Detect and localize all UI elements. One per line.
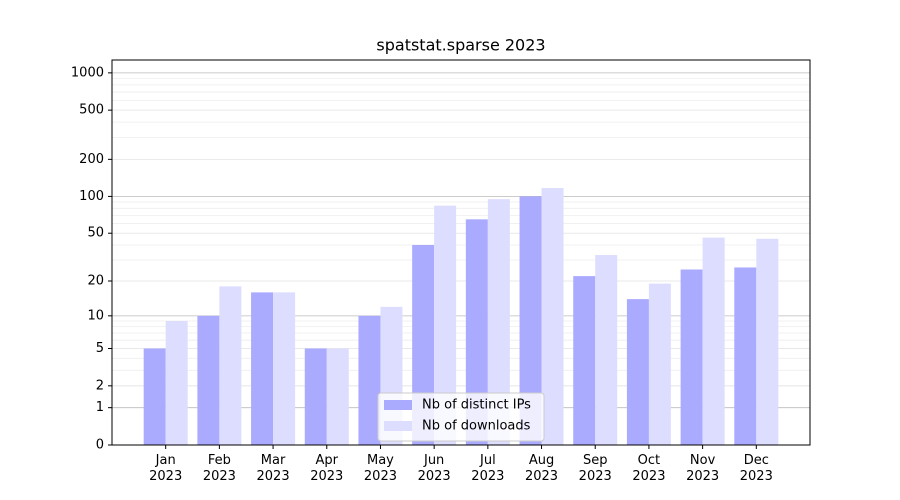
- x-tick-label: Aug 2023: [524, 453, 559, 484]
- bar: [358, 315, 381, 445]
- legend-swatch: [384, 421, 412, 431]
- bar: [519, 196, 542, 445]
- y-tick-label: 500: [79, 103, 104, 118]
- bar: [143, 348, 166, 445]
- bar: [680, 269, 703, 445]
- bar: [648, 283, 671, 445]
- bar: [626, 299, 649, 445]
- x-tick-label: Mar 2023: [256, 453, 290, 484]
- legend-swatch: [384, 400, 412, 410]
- x-tick-label: Jan 2023: [149, 453, 183, 484]
- x-tick-label: Sep 2023: [578, 453, 612, 484]
- x-tick-label: Jul 2023: [471, 453, 505, 484]
- legend: Nb of distinct IPs Nb of downloads: [377, 392, 545, 442]
- bar: [465, 219, 488, 445]
- bar: [573, 276, 596, 445]
- x-tick-label: Apr 2023: [310, 453, 344, 484]
- bar: [434, 205, 457, 445]
- x-tick-label: Dec 2023: [739, 453, 773, 484]
- legend-label: Nb of downloads: [422, 419, 531, 434]
- bar: [251, 292, 274, 445]
- x-tick-label: Jun 2023: [417, 453, 451, 484]
- bar: [326, 348, 349, 445]
- bar: [702, 237, 725, 445]
- y-tick-label: 5: [96, 341, 104, 356]
- bar: [197, 315, 220, 445]
- x-tick-label: Oct 2023: [632, 453, 666, 484]
- y-tick-label: 0: [96, 438, 104, 453]
- bar: [304, 348, 327, 445]
- bar: [487, 199, 510, 445]
- bar: [219, 286, 242, 445]
- y-tick-label: 1000: [71, 65, 104, 80]
- y-tick-label: 20: [87, 274, 104, 289]
- y-tick-label: 1: [96, 400, 104, 415]
- bar: [595, 255, 618, 445]
- bar: [165, 320, 188, 445]
- bar: [756, 238, 779, 445]
- chart-title: spatstat.sparse 2023: [376, 36, 545, 55]
- legend-label: Nb of distinct IPs: [422, 398, 531, 413]
- x-tick-label: Feb 2023: [202, 453, 236, 484]
- y-tick-label: 100: [79, 189, 104, 204]
- y-tick-label: 2: [96, 378, 104, 393]
- x-tick-label: May 2023: [363, 453, 397, 484]
- plot-frame: [111, 59, 811, 446]
- y-tick-label: 200: [79, 152, 104, 167]
- x-tick-label: Nov 2023: [686, 453, 720, 484]
- y-tick-label: 10: [87, 308, 104, 323]
- legend-box: [377, 392, 545, 442]
- bar: [734, 267, 757, 445]
- bar: [273, 292, 296, 445]
- y-tick-label: 50: [87, 226, 104, 241]
- bar: [541, 188, 564, 445]
